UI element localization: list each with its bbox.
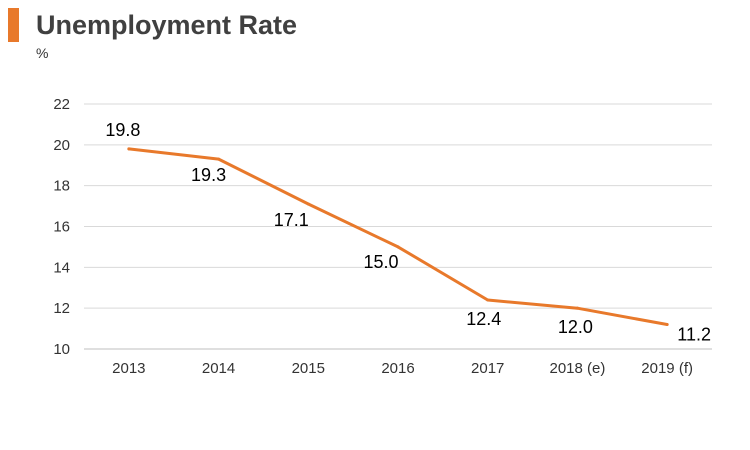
y-tick-label: 22 bbox=[53, 96, 70, 113]
data-point bbox=[306, 202, 310, 206]
x-tick-label: 2017 bbox=[471, 360, 504, 377]
data-label: 15.0 bbox=[363, 252, 398, 272]
data-label: 12.4 bbox=[466, 309, 501, 329]
data-point bbox=[575, 306, 579, 310]
x-tick-label: 2018 (e) bbox=[549, 360, 605, 377]
data-label: 17.1 bbox=[274, 210, 309, 230]
data-point bbox=[127, 147, 131, 151]
y-tick-label: 12 bbox=[53, 300, 70, 317]
data-label: 12.0 bbox=[558, 317, 593, 337]
data-labels: 19.8 19.3 17.1 15.0 12.4 12.0 11.2 bbox=[105, 120, 711, 345]
y-tick-labels: 10 12 14 16 18 20 22 bbox=[53, 96, 70, 358]
x-tick-label: 2013 bbox=[112, 360, 145, 377]
y-tick-label: 18 bbox=[53, 178, 70, 195]
data-point bbox=[396, 245, 400, 249]
x-tick-label: 2019 (f) bbox=[641, 360, 693, 377]
x-tick-label: 2015 bbox=[292, 360, 325, 377]
gridlines bbox=[84, 103, 712, 350]
x-tick-label: 2016 bbox=[381, 360, 414, 377]
chart-title: Unemployment Rate bbox=[36, 10, 298, 40]
x-tick-label: 2014 bbox=[202, 360, 235, 377]
y-tick-label: 10 bbox=[53, 341, 70, 358]
title-accent-bar bbox=[8, 8, 19, 42]
data-point bbox=[486, 298, 490, 302]
data-label: 11.2 bbox=[677, 325, 711, 345]
y-axis-unit: % bbox=[36, 45, 49, 61]
data-point bbox=[665, 323, 669, 326]
x-tick-labels: 2013 2014 2015 2016 2017 2018 (e) 2019 (f) bbox=[112, 360, 693, 377]
y-tick-label: 20 bbox=[53, 137, 70, 154]
data-label: 19.8 bbox=[105, 120, 140, 140]
series-group bbox=[127, 147, 669, 326]
y-tick-label: 16 bbox=[53, 219, 70, 236]
data-label: 19.3 bbox=[191, 165, 226, 185]
data-point bbox=[217, 157, 221, 161]
y-tick-label: 14 bbox=[53, 259, 70, 276]
